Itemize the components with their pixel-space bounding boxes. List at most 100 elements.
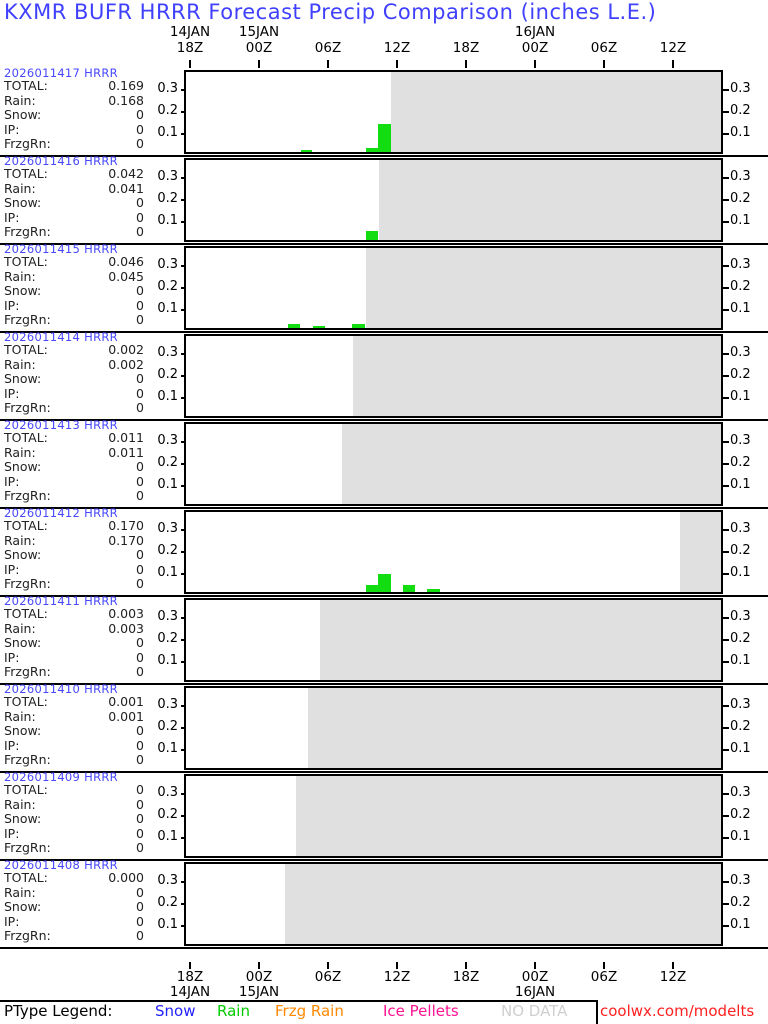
y-axis-tick-left (181, 705, 186, 707)
panel-value-row: Rain: 0 (4, 885, 146, 901)
y-axis-label-right: 0.1 (730, 829, 751, 844)
panel-value-number: 0.170 (108, 518, 144, 533)
panel-plot-area[interactable] (184, 70, 723, 154)
no-data-region (680, 512, 721, 592)
panel-plot-area[interactable] (184, 246, 723, 330)
panel-value-key: IP: (4, 121, 20, 137)
panel-info: 2026011411 HRRR TOTAL: 0.003 Rain: 0.003 Snow… (2, 594, 148, 684)
panel-value-row: Snow: 0 (4, 283, 146, 299)
y-axis-tick-left (181, 463, 186, 465)
y-axis-tick-right (723, 309, 729, 311)
run-id-label: 2026011409 HRRR (4, 770, 118, 784)
panel-plot-area[interactable] (184, 510, 723, 594)
bottom-axis-tick (672, 962, 674, 969)
bottom-axis-hour-label: 12Z (383, 969, 411, 985)
panel-value-number: 0 (136, 913, 144, 929)
panel-separator (0, 859, 768, 861)
y-axis-tick-right (723, 441, 729, 443)
panel-value-row: Rain: 0.002 (4, 357, 146, 373)
panel-values: TOTAL: 0.170 Rain: 0.170 Snow: 0 IP: 0 FrzgRn: 0 (4, 518, 146, 592)
panel-value-row: FrzgRn: 0 (4, 400, 146, 416)
panel-plot-area[interactable] (184, 422, 723, 506)
panel-value-number: 0 (136, 473, 144, 489)
panel-value-key: Rain: (4, 796, 36, 812)
panel-value-key: TOTAL: (4, 342, 48, 357)
run-id-label: 2026011412 HRRR (4, 506, 118, 520)
top-axis-tick (258, 60, 260, 68)
forecast-panel: 2026011408 HRRR TOTAL: 0.000 Rain: 0 Snow: 0 IP… (0, 858, 768, 949)
forecast-panel: 2026011415 HRRR TOTAL: 0.046 Rain: 0.045 Snow… (0, 242, 768, 333)
panel-value-key: TOTAL: (4, 430, 48, 445)
y-axis-tick-right (723, 903, 729, 905)
y-axis-tick-right (723, 837, 729, 839)
panel-plot-area[interactable] (184, 862, 723, 946)
y-axis-label-left: 0.3 (157, 257, 178, 272)
y-axis-label-right: 0.3 (730, 521, 751, 536)
panel-value-row: TOTAL: 0 (4, 782, 146, 798)
top-axis-hour-label: 06Z (590, 40, 618, 56)
y-axis-tick-right (723, 397, 729, 399)
panel-values: TOTAL: 0.046 Rain: 0.045 Snow: 0 IP: 0 FrzgRn: 0 (4, 254, 146, 328)
panel-separator (0, 243, 768, 245)
panel-plot-area[interactable] (184, 774, 723, 858)
panel-value-key: Snow: (4, 899, 42, 914)
panel-value-row: IP: 0 (4, 738, 146, 754)
bottom-axis-tick (603, 962, 605, 969)
y-axis-tick-left (181, 309, 186, 311)
legend-item-no-data: NO DATA (501, 1002, 568, 1020)
y-axis-tick-right (723, 111, 729, 113)
y-axis-tick-left (181, 265, 186, 267)
y-axis-tick-right (723, 133, 729, 135)
y-axis-tick-right (723, 727, 729, 729)
panel-value-key: FrzgRn: (4, 664, 51, 679)
y-axis-label-left: 0.3 (157, 873, 178, 888)
no-data-region (308, 688, 721, 768)
panel-value-number: 0.170 (108, 532, 144, 548)
y-axis-tick-left (181, 551, 186, 553)
brand-link[interactable]: coolwx.com/modelts (600, 1002, 755, 1020)
panel-value-row: IP: 0 (4, 561, 146, 578)
panel-value-row: IP: 0 (4, 650, 146, 666)
panel-value-number: 0 (136, 899, 144, 914)
y-axis-label-left: 0.3 (157, 81, 178, 96)
panel-value-key: Rain: (4, 620, 36, 636)
y-axis-label-right: 0.3 (730, 257, 751, 272)
y-axis-tick-left (181, 881, 186, 883)
top-axis-tick (534, 60, 536, 68)
panel-separator (0, 155, 768, 157)
bottom-axis-hour-label: 12Z (659, 969, 687, 985)
panel-value-row: FrzgRn: 0 (4, 136, 146, 152)
y-axis-tick-right (723, 177, 729, 179)
bottom-axis-hour-label: 00Z (245, 969, 273, 985)
y-axis-label-left: 0.2 (157, 631, 178, 646)
y-axis-tick-left (181, 441, 186, 443)
panel-value-number: 0 (136, 723, 144, 738)
panel-plot-area[interactable] (184, 158, 723, 242)
y-axis-tick-right (723, 661, 729, 663)
y-axis-tick-left (181, 727, 186, 729)
y-axis-tick-right (723, 573, 729, 575)
panel-value-number: 0 (136, 459, 144, 474)
y-axis-tick-left (181, 133, 186, 135)
y-axis-label-right: 0.3 (730, 785, 751, 800)
top-axis-tick (189, 60, 191, 68)
panel-value-key: IP: (4, 561, 20, 577)
y-axis-label-left: 0.3 (157, 609, 178, 624)
y-axis-tick-right (723, 485, 729, 487)
y-axis-label-right: 0.2 (730, 455, 751, 470)
precip-bar (378, 574, 391, 592)
y-axis-label-right: 0.1 (730, 565, 751, 580)
bottom-axis-day-label: 15JAN (238, 984, 280, 1000)
panel-value-row: TOTAL: 0.170 (4, 518, 146, 534)
y-axis-label-right: 0.3 (730, 345, 751, 360)
panel-value-key: FrzgRn: (4, 488, 51, 503)
bottom-axis-hour-label: 06Z (314, 969, 342, 985)
bottom-axis-hour-label: 18Z (176, 969, 204, 985)
panel-value-row: FrzgRn: 0 (4, 576, 146, 592)
panel-value-number: 0 (136, 561, 144, 577)
panel-plot-area[interactable] (184, 686, 723, 770)
panel-values: TOTAL: 0.001 Rain: 0.001 Snow: 0 IP: 0 FrzgRn: 0 (4, 694, 146, 768)
panel-plot-area[interactable] (184, 598, 723, 682)
precip-bar (366, 231, 378, 240)
panel-plot-area[interactable] (184, 334, 723, 418)
